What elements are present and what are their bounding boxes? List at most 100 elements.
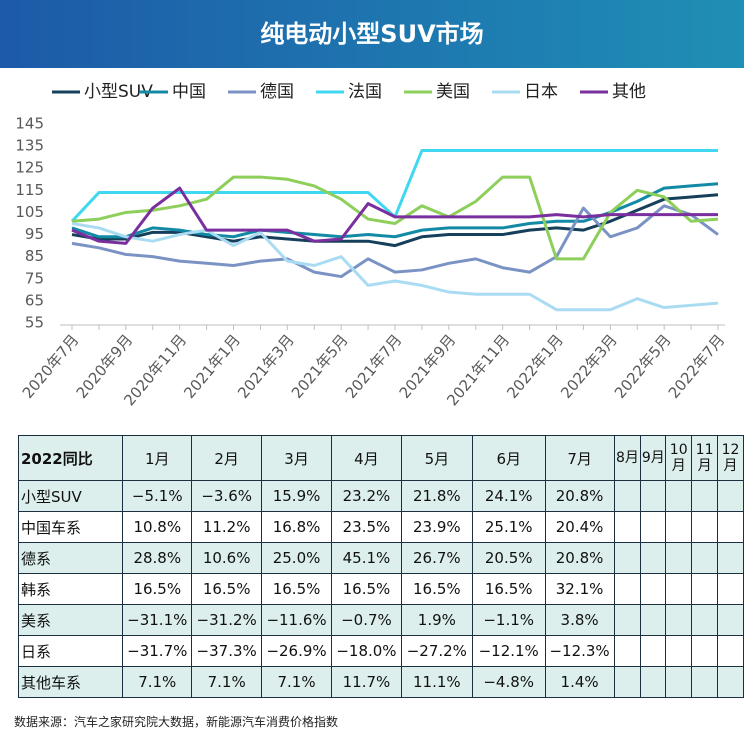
- table-cell: 26.7%: [400, 542, 473, 574]
- table-cell: 16.5%: [400, 573, 473, 605]
- table-cell: −37.3%: [191, 635, 263, 667]
- header-cell: 2022同比: [17, 435, 124, 481]
- table-cell: −31.2%: [191, 604, 263, 636]
- table-cell: 德系: [17, 542, 124, 574]
- table-cell: 16.5%: [331, 573, 402, 605]
- empty-cell: [640, 635, 667, 667]
- header-cell: 2月: [191, 435, 263, 481]
- header-cell: 4月: [331, 435, 402, 481]
- table-cell: 3.8%: [544, 604, 615, 636]
- empty-cell: [691, 511, 719, 543]
- table-row: 德系 28.8% 10.6% 25.0% 45.1% 26.7% 20.5% 20.8%: [17, 542, 744, 574]
- empty-cell: [640, 511, 667, 543]
- table-cell: −27.2%: [400, 635, 473, 667]
- empty-cell: [717, 480, 744, 512]
- empty-cell: [691, 573, 719, 605]
- table-cell: 7.1%: [191, 666, 263, 698]
- table-cell: 20.5%: [471, 542, 546, 574]
- table-row: 美系 −31.1% −31.2% −11.6% −0.7% 1.9% −1.1% 3.8%: [17, 604, 744, 636]
- y-tick-label: 145: [15, 115, 44, 133]
- table-cell: 1.9%: [400, 604, 473, 636]
- header-cell: 6月: [471, 435, 546, 481]
- header-cell: 10月: [665, 435, 693, 481]
- table-cell: 中国车系: [17, 511, 124, 543]
- table-cell: −1.1%: [471, 604, 546, 636]
- empty-cell: [640, 573, 667, 605]
- y-tick-label: 95: [25, 225, 44, 243]
- legend-label: 小型SUV: [84, 82, 153, 102]
- table-cell: 10.8%: [122, 511, 193, 543]
- empty-cell: [613, 542, 642, 574]
- table-cell: 16.5%: [261, 573, 332, 605]
- empty-cell: [665, 480, 693, 512]
- table-cell: 23.2%: [331, 480, 402, 512]
- empty-cell: [613, 666, 642, 698]
- y-tick-label: 135: [15, 137, 44, 155]
- empty-cell: [691, 542, 719, 574]
- table-cell: −31.7%: [122, 635, 193, 667]
- empty-cell: [717, 542, 744, 574]
- y-tick-label: 85: [25, 247, 44, 265]
- table-cell: 45.1%: [331, 542, 402, 574]
- y-tick-label: 75: [25, 269, 44, 287]
- y-tick-label: 55: [25, 314, 44, 332]
- header-cell: 5月: [400, 435, 473, 481]
- legend-label: 日本: [524, 82, 558, 102]
- table-cell: 15.9%: [261, 480, 332, 512]
- table-row: 韩系 16.5% 16.5% 16.5% 16.5% 16.5% 16.5% 32.1%: [17, 573, 744, 605]
- table-cell: 25.0%: [261, 542, 332, 574]
- table-cell: 23.5%: [331, 511, 402, 543]
- legend-label: 美国: [436, 82, 470, 102]
- x-tick-label: 2022年7月: [665, 331, 729, 402]
- table-cell: 23.9%: [400, 511, 473, 543]
- header-cell: 7月: [544, 435, 615, 481]
- table-cell: 24.1%: [471, 480, 546, 512]
- header-cell: 12月: [717, 435, 744, 481]
- table-cell: 11.1%: [400, 666, 473, 698]
- empty-cell: [665, 666, 693, 698]
- header-cell: 11月: [691, 435, 719, 481]
- table-cell: 其他车系: [17, 666, 124, 698]
- y-tick-label: 65: [25, 291, 44, 309]
- empty-cell: [717, 666, 744, 698]
- table-cell: 10.6%: [191, 542, 263, 574]
- table-row: 其他车系 7.1% 7.1% 7.1% 11.7% 11.1% −4.8% 1.4%: [17, 666, 744, 698]
- table-cell: −31.1%: [122, 604, 193, 636]
- empty-cell: [691, 635, 719, 667]
- series-line: [70, 149, 718, 223]
- empty-cell: [665, 542, 693, 574]
- table: 2022同比 1月 2月 3月 4月 5月 6月 7月 8月 9月 10月 11月 12月 小型SUV −5…: [17, 435, 744, 698]
- empty-cell: [640, 542, 667, 574]
- table-cell: 16.5%: [122, 573, 193, 605]
- series-line: [71, 222, 719, 312]
- y-tick-label: 125: [15, 159, 44, 177]
- table-cell: −12.1%: [471, 635, 546, 667]
- table-cell: 20.4%: [544, 511, 615, 543]
- empty-cell: [613, 511, 642, 543]
- table-cell: 20.8%: [544, 542, 615, 574]
- header-cell: 3月: [261, 435, 332, 481]
- table-cell: 日系: [17, 635, 124, 667]
- table-cell: −0.7%: [331, 604, 402, 636]
- header-row: 2022同比 1月 2月 3月 4月 5月 6月 7月 8月 9月 10月 11月 12月: [17, 435, 744, 481]
- table-cell: −5.1%: [122, 480, 193, 512]
- empty-cell: [691, 666, 719, 698]
- table-cell: 11.7%: [331, 666, 402, 698]
- empty-cell: [640, 604, 667, 636]
- table-cell: 7.1%: [261, 666, 332, 698]
- header-cell: 8月: [613, 435, 642, 481]
- table-cell: 21.8%: [400, 480, 473, 512]
- y-tick-label: 115: [15, 181, 44, 199]
- table-cell: 16.5%: [471, 573, 546, 605]
- header-cell: 9月: [640, 435, 667, 481]
- table-cell: 美系: [17, 604, 124, 636]
- table-row: 中国车系 10.8% 11.2% 16.8% 23.5% 23.9% 25.1% 20.4%: [17, 511, 744, 543]
- legend-label: 法国: [348, 82, 382, 102]
- series-line: [71, 204, 719, 279]
- table-cell: 16.8%: [261, 511, 332, 543]
- table-cell: 小型SUV: [17, 480, 124, 512]
- empty-cell: [691, 480, 719, 512]
- table-cell: 韩系: [17, 573, 124, 605]
- series-line: [71, 186, 718, 245]
